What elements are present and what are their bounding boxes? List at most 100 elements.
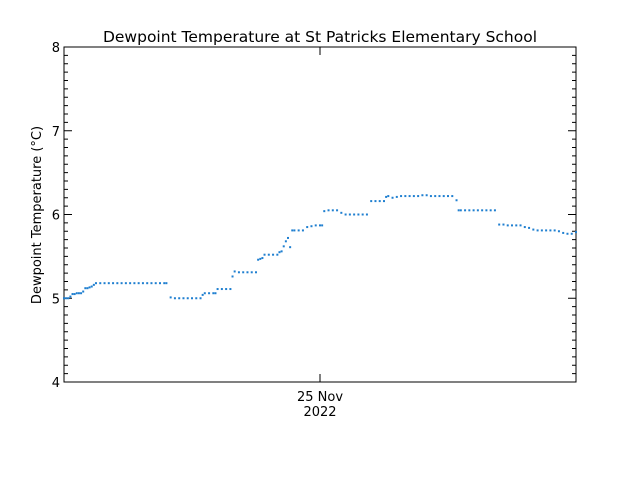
data-point: [257, 258, 260, 261]
data-point: [169, 296, 172, 299]
data-point: [77, 292, 80, 295]
data-point: [506, 224, 509, 227]
data-point: [468, 209, 471, 212]
data-point: [82, 290, 85, 293]
data-point: [340, 211, 343, 214]
data-point: [259, 257, 262, 260]
data-point: [348, 213, 351, 216]
data-point: [370, 200, 373, 203]
data-point: [280, 250, 283, 253]
y-tick-label: 5: [52, 292, 60, 307]
data-point: [438, 195, 441, 198]
data-point: [301, 229, 304, 232]
data-point: [154, 282, 157, 285]
data-point: [229, 288, 232, 291]
data-point: [124, 282, 127, 285]
data-point: [391, 196, 394, 199]
data-point: [173, 297, 176, 300]
data-point: [408, 195, 411, 198]
data-point: [99, 282, 102, 285]
data-point: [69, 295, 72, 298]
data-point: [455, 199, 458, 202]
data-point: [284, 240, 287, 243]
data-point: [321, 224, 324, 227]
y-tick-label: 8: [52, 41, 60, 56]
data-point: [214, 292, 217, 295]
data-point: [191, 297, 193, 300]
data-point: [129, 282, 132, 285]
data-point: [159, 282, 161, 285]
data-point: [481, 209, 484, 212]
data-point: [103, 282, 106, 285]
data-point: [476, 209, 479, 212]
data-point: [75, 292, 78, 295]
data-point: [421, 194, 424, 197]
data-point: [385, 195, 388, 198]
data-point: [557, 230, 560, 233]
data-point: [263, 253, 266, 256]
data-point: [519, 224, 522, 227]
x-tick-label: 2022: [303, 405, 336, 420]
data-point: [412, 195, 415, 198]
data-point: [515, 224, 518, 227]
data-point: [442, 195, 445, 198]
data-point: [73, 293, 76, 296]
data-point: [357, 213, 360, 216]
data-point: [255, 271, 257, 274]
data-point: [365, 213, 368, 216]
data-point: [112, 282, 115, 285]
data-point: [353, 213, 356, 216]
y-tick-labels: 4 5 6 7 8: [52, 41, 60, 391]
data-point: [489, 209, 492, 212]
data-point: [84, 287, 87, 290]
data-point: [395, 195, 398, 198]
data-point: [532, 228, 535, 231]
data-point: [336, 209, 339, 212]
data-point: [472, 209, 475, 212]
data-point: [208, 292, 211, 295]
data-point: [562, 231, 565, 234]
data-point: [310, 225, 313, 228]
data-point: [225, 288, 228, 291]
data-point: [361, 213, 364, 216]
data-point: [344, 213, 347, 216]
data-point: [201, 293, 204, 296]
data-point: [165, 282, 168, 285]
data-point: [133, 282, 136, 285]
data-point: [293, 229, 296, 232]
data-point: [146, 282, 149, 285]
data-point: [425, 194, 428, 197]
data-point: [195, 297, 198, 300]
x-tick-label: 25 Nov: [297, 390, 343, 405]
data-point: [400, 195, 403, 198]
y-tick-label: 4: [52, 376, 60, 391]
data-point: [464, 209, 467, 212]
data-point: [434, 195, 437, 198]
data-point: [566, 232, 569, 235]
data-point: [447, 195, 449, 198]
data-point: [150, 282, 153, 285]
data-point: [65, 297, 68, 300]
data-point: [457, 209, 460, 212]
data-point: [502, 223, 505, 226]
data-point: [186, 297, 189, 300]
data-point: [233, 270, 236, 273]
data-point: [523, 226, 526, 229]
data-point: [570, 232, 573, 235]
data-points: [63, 194, 577, 300]
data-point: [387, 195, 390, 198]
data-point: [250, 271, 253, 274]
data-point: [306, 226, 309, 229]
data-point: [163, 282, 166, 285]
data-point: [141, 282, 144, 285]
data-point: [246, 271, 249, 274]
y-tick-label: 7: [52, 125, 60, 140]
data-point: [417, 195, 420, 198]
data-point: [120, 282, 123, 285]
data-point: [203, 292, 206, 295]
data-point: [71, 293, 74, 296]
data-point: [86, 287, 89, 290]
data-point: [216, 288, 219, 291]
